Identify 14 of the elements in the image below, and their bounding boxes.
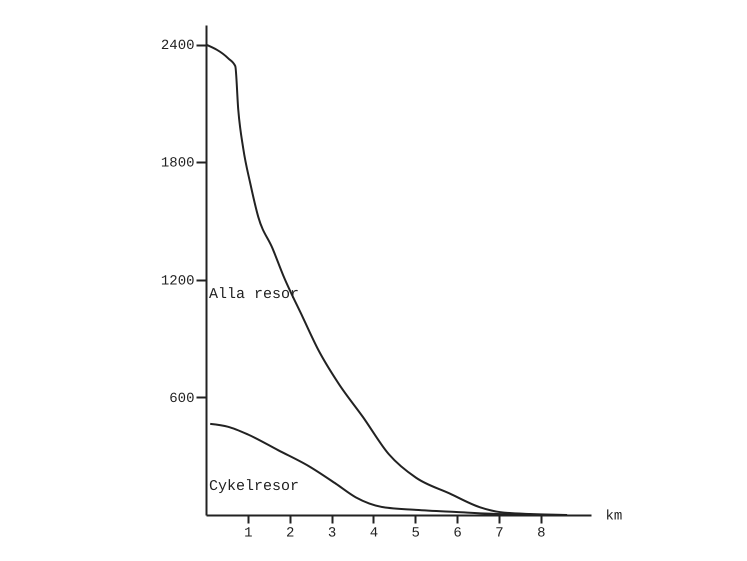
- series-label: Cykelresor: [209, 478, 300, 495]
- y-tick-label: 2400: [160, 38, 194, 54]
- x-axis-title: km: [606, 508, 622, 524]
- x-tick-label: 7: [495, 526, 504, 542]
- x-tick-label: 3: [328, 526, 336, 542]
- y-tick-label: 1800: [160, 156, 194, 172]
- y-tick-label: 1200: [160, 273, 194, 290]
- x-tick-label: 2: [286, 526, 294, 542]
- x-tick-label: 5: [412, 526, 420, 542]
- x-tick-label: 4: [370, 526, 378, 542]
- x-tick-label: 1: [244, 526, 253, 542]
- x-tick-label: 6: [453, 526, 462, 542]
- x-tick-label: 8: [537, 526, 546, 542]
- y-tick-label: 600: [169, 390, 194, 407]
